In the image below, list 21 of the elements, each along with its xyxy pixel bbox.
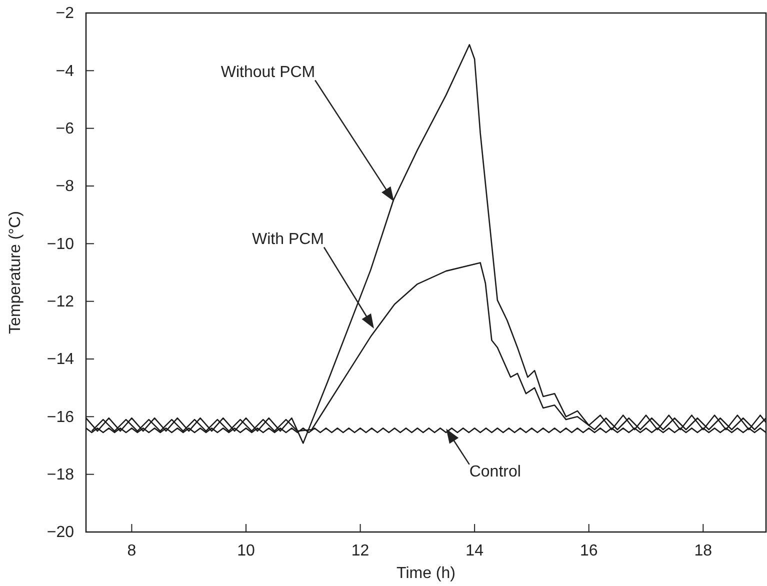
x-tick-label: 8 [127,542,136,560]
annotation: Without PCM [220,64,316,82]
annotation: Control [469,463,521,480]
y-tick-label: −10 [46,236,74,253]
annotation: With PCM [252,231,324,248]
y-tick-label: −8 [56,178,74,196]
x-tick-label: 14 [466,542,484,560]
y-tick-label: −4 [56,62,74,80]
y-tick-label: −20 [46,524,74,542]
x-tick-label: 12 [351,542,370,560]
y-tick-label: −18 [46,466,74,484]
y-axis-title: Temperature (°C) [7,211,24,334]
y-tick-label: −12 [46,293,74,310]
x-tick-label: 10 [237,542,255,560]
y-tick-label: −16 [46,408,74,426]
x-tick-label: 18 [694,542,712,560]
y-tick-label: −14 [46,351,74,368]
x-axis-title: Time (h) [396,565,456,582]
x-tick-label: 16 [580,542,598,560]
y-tick-label: −6 [56,120,74,138]
y-tick-label: −2 [56,5,74,22]
